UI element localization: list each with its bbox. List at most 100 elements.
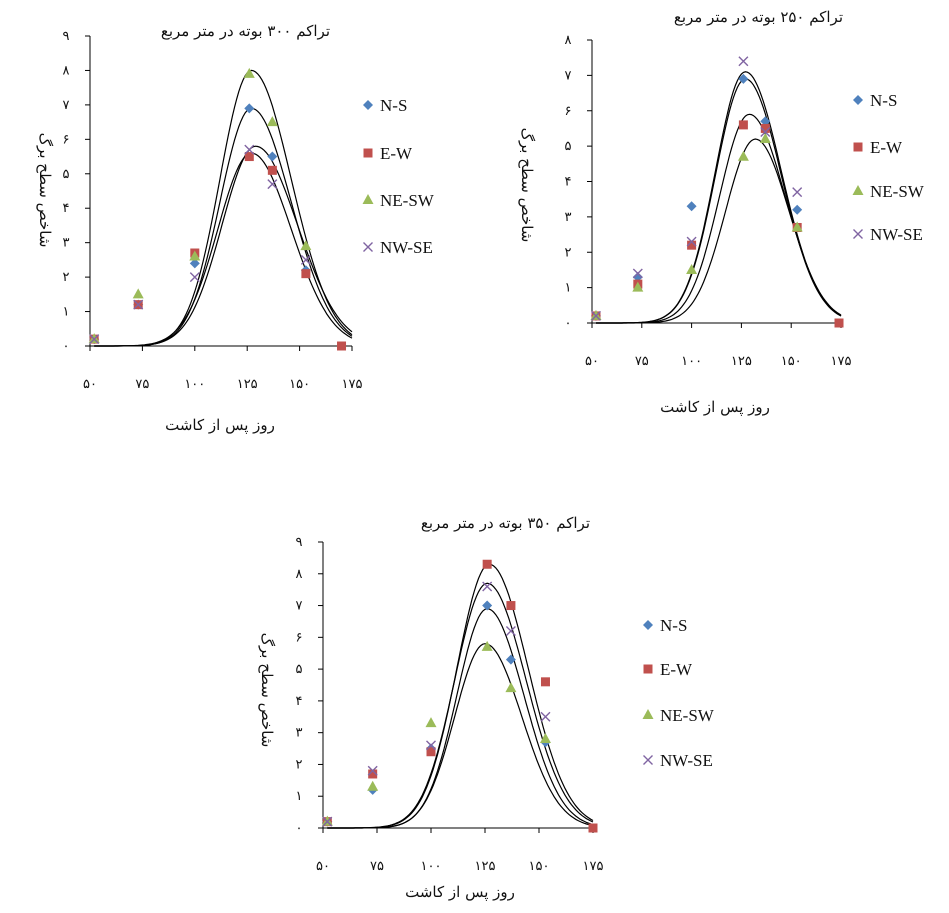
data-point-e-w (738, 120, 748, 130)
x-tick-label: ۷۵ (135, 377, 149, 392)
y-tick-label: ۸ (296, 567, 303, 582)
x-tick-label: ۱۷۵ (583, 859, 604, 874)
data-point-ne-sw (321, 815, 333, 826)
y-tick-label: ۷ (565, 68, 572, 83)
legend-marker-nw-se (853, 229, 863, 239)
legend-label: E-W (870, 138, 903, 157)
y-tick-label: ۲ (63, 270, 70, 285)
data-point-n-s (686, 201, 697, 212)
data-point-ne-sw (300, 240, 312, 251)
fitted-curve (94, 145, 353, 347)
data-point-ne-sw (266, 116, 278, 127)
x-axis-label: روز پس از کاشت (660, 398, 770, 416)
legend-marker-nw-se (363, 242, 373, 252)
data-point-ne-sw (590, 309, 602, 320)
data-point-n-s (482, 600, 493, 611)
chart-title: تراکم ۳۵۰ بوته در متر مربع (421, 514, 590, 532)
legend-label: N-S (660, 616, 687, 635)
data-point-e-w (267, 165, 277, 175)
data-point-ne-sw (481, 640, 493, 651)
data-point-n-s (632, 272, 643, 283)
data-point-nw-se (300, 254, 311, 265)
x-tick-label: ۵۰ (585, 354, 599, 369)
x-tick-label: ۷۵ (370, 859, 384, 874)
x-tick-label: ۱۲۵ (731, 354, 752, 369)
data-point-ne-sw (539, 733, 551, 744)
legend-marker-n-s (853, 95, 863, 105)
x-tick-label: ۱۵۰ (781, 354, 802, 369)
legend-label: E-W (660, 660, 693, 679)
chart-2: ۰ ۱ ۲ ۳ ۴ ۵ ۶ ۷ ۸ ۵۰ ۷۵ ۱۰۰ ۱۲۵ ۱۵۰ ۱۷۵ تراکم ۲۵۰ بوته … (518, 8, 925, 416)
legend-marker-ne-sw (852, 185, 864, 195)
fitted-curve (94, 107, 353, 347)
y-tick-label: ۳ (565, 210, 572, 225)
data-point-ne-sw (759, 133, 771, 144)
data-point-e-w (244, 152, 254, 162)
legend-marker-nw-se (643, 755, 653, 765)
y-tick-label: ۳ (63, 236, 70, 251)
data-point-ne-sw (686, 263, 698, 274)
chart-1: ۰ ۱ ۲ ۳ ۴ ۵ ۶ ۷ ۸ ۹ ۵۰ ۷۵ ۱۰۰ ۱۲۵ ۱۵۰ ۱۷۵ تراکم ۳۰۰ بوته… (36, 22, 435, 434)
legend-label: NE-SW (380, 191, 435, 210)
y-tick-label: ۲ (296, 757, 303, 772)
data-point-n-s (738, 73, 749, 84)
x-tick-label: ۱۰۰ (184, 377, 205, 392)
data-point-nw-se (89, 334, 100, 345)
data-point-n-s (244, 103, 255, 114)
legend-marker-n-s (643, 620, 653, 630)
y-axis-label: شاخص سطح برگ (518, 128, 536, 243)
legend-marker-n-s (363, 100, 373, 110)
data-point-nw-se (540, 711, 551, 722)
legend-label: N-S (380, 96, 407, 115)
legend-label: N-S (870, 91, 897, 110)
legend-marker-e-w (643, 664, 653, 674)
data-point-nw-se (133, 299, 144, 310)
data-point-nw-se (482, 581, 493, 592)
x-tick-label: ۱۰۰ (421, 859, 442, 874)
data-point-e-w (540, 677, 550, 687)
data-point-e-w (337, 341, 347, 351)
legend-label: NW-SE (870, 225, 923, 244)
legend-label: NW-SE (660, 751, 713, 770)
data-point-nw-se (426, 740, 436, 751)
data-point-e-w (482, 559, 492, 569)
data-point-nw-se (267, 179, 278, 190)
legend-label: E-W (380, 144, 413, 163)
data-point-n-s (505, 654, 516, 665)
y-tick-label: ۰ (296, 821, 303, 836)
data-point-nw-se (686, 236, 697, 247)
y-tick-label: ۷ (63, 98, 70, 113)
x-tick-label: ۱۰۰ (681, 354, 702, 369)
data-point-nw-se (632, 268, 643, 279)
legend-marker-e-w (853, 142, 863, 152)
y-axis-label: شاخص سطح برگ (258, 633, 276, 748)
x-tick-label: ۱۲۵ (475, 859, 496, 874)
y-tick-label: ۳ (296, 726, 303, 741)
y-tick-label: ۴ (296, 694, 303, 709)
x-tick-label: ۱۷۵ (342, 377, 363, 392)
chart-title: تراکم ۲۵۰ بوته در متر مربع (674, 8, 843, 26)
x-tick-label: ۵۰ (83, 377, 97, 392)
data-point-n-s (267, 151, 278, 162)
y-tick-label: ۱ (63, 305, 70, 320)
data-point-e-w (301, 269, 311, 279)
data-point-nw-se (322, 816, 333, 827)
chart-3: ۰ ۱ ۲ ۳ ۴ ۵ ۶ ۷ ۸ ۹ ۵۰ ۷۵ ۱۰۰ ۱۲۵ ۱۵۰ ۱۷۵ تراکم ۳۵۰ بوته… (258, 514, 715, 901)
fitted-curve (596, 138, 842, 324)
y-tick-label: ۴ (565, 175, 572, 190)
fitted-curve (94, 69, 353, 347)
data-point-nw-se (505, 625, 516, 636)
data-point-ne-sw (791, 221, 803, 232)
y-axis-label: شاخص سطح برگ (36, 133, 54, 248)
x-tick-label: ۱۲۵ (237, 377, 258, 392)
fitted-curve (596, 71, 842, 324)
data-point-nw-se (189, 272, 200, 283)
fitted-curve (596, 113, 842, 324)
y-tick-label: ۷ (296, 599, 303, 614)
data-point-n-s (760, 116, 771, 127)
y-tick-label: ۹ (63, 29, 70, 44)
legend-marker-ne-sw (362, 194, 374, 204)
data-point-e-w (426, 747, 436, 757)
y-tick-label: ۵ (296, 662, 303, 677)
